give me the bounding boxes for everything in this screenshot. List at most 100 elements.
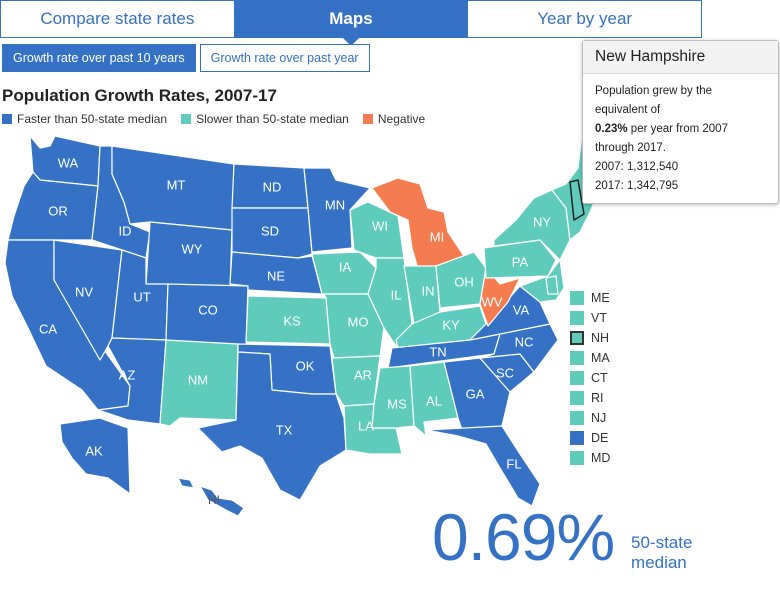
- tooltip-line1: Population grew by the: [595, 85, 712, 97]
- legend-faster: Faster than 50-state median: [2, 112, 167, 126]
- state-label-wa: WA: [58, 155, 79, 170]
- tooltip-rate-suffix: per year from 2007: [627, 123, 728, 135]
- state-label-nc: NC: [515, 334, 534, 349]
- state-label-va: VA: [513, 302, 530, 317]
- small-state-label: VT: [591, 311, 607, 325]
- state-label-ut: UT: [133, 289, 150, 304]
- state-label-ga: GA: [466, 386, 485, 401]
- median-label-line2: median: [631, 553, 687, 572]
- median-label: 50-state median: [631, 533, 692, 573]
- growth-past-year-button[interactable]: Growth rate over past year: [199, 44, 370, 72]
- state-label-wi: WI: [372, 218, 388, 233]
- small-state-label: CT: [591, 371, 608, 385]
- state-fl[interactable]: [425, 425, 541, 507]
- tooltip-line2: equivalent of: [595, 104, 661, 116]
- small-state-swatch: [570, 411, 584, 425]
- tooltip-rate-line: 0.23% per year from 2007: [595, 120, 766, 139]
- legend-negative-label: Negative: [377, 112, 426, 126]
- state-label-or: OR: [48, 203, 68, 218]
- legend-negative: Negative: [362, 112, 426, 126]
- small-state-label: ME: [591, 291, 610, 305]
- state-label-in: IN: [422, 283, 435, 298]
- legend-slower: Slower than 50-state median: [181, 112, 349, 126]
- state-hi[interactable]: [177, 477, 245, 517]
- us-map-svg: WA OR CA NV ID MT WY UT AZ CO NM ND SD NE KS OK TX MN IA MO…: [4, 135, 600, 517]
- state-label-ne: NE: [267, 268, 285, 283]
- small-state-swatch: [570, 351, 584, 365]
- small-state-label: DE: [591, 431, 609, 445]
- state-label-id: ID: [119, 223, 132, 238]
- tooltip-pop-2017: 2017: 1,342,795: [595, 180, 679, 192]
- period-toggle: Growth rate over past 10 years Growth ra…: [2, 44, 370, 72]
- state-label-co: CO: [198, 302, 218, 317]
- state-label-mo: MO: [348, 314, 369, 329]
- small-state-label: MA: [591, 351, 610, 365]
- tab-maps[interactable]: Maps: [233, 1, 468, 46]
- small-state-swatch: [570, 311, 584, 325]
- state-nh-outline[interactable]: [569, 179, 585, 221]
- state-ne[interactable]: [229, 251, 323, 295]
- small-state-vt[interactable]: VT: [570, 311, 610, 325]
- state-label-ia: IA: [339, 259, 352, 274]
- small-state-swatch: [570, 431, 584, 445]
- median-value: 0.69%: [432, 500, 615, 574]
- state-tooltip: New Hampshire Population grew by the equ…: [582, 40, 779, 204]
- tab-year-by-year[interactable]: Year by year: [467, 1, 702, 37]
- state-label-mt: MT: [167, 177, 186, 192]
- state-label-al: AL: [426, 393, 442, 408]
- state-label-tn: TN: [429, 344, 446, 359]
- state-label-oh: OH: [454, 274, 474, 289]
- state-label-wv: WV: [482, 294, 503, 309]
- legend-faster-label: Faster than 50-state median: [17, 112, 168, 126]
- tooltip-line4: through 2017.: [595, 142, 666, 154]
- legend-slower-swatch: [181, 114, 192, 124]
- median-label-line1: 50-state: [631, 533, 693, 552]
- state-de[interactable]: [545, 275, 559, 295]
- state-label-ks: KS: [283, 313, 301, 328]
- view-tabs: Compare state rates Maps Year by year: [0, 0, 702, 46]
- state-label-nv: NV: [75, 284, 93, 299]
- state-label-mn: MN: [325, 197, 345, 212]
- state-label-mi: MI: [430, 229, 444, 244]
- small-state-swatch: [570, 391, 584, 405]
- tooltip-state-name: New Hampshire: [583, 41, 778, 74]
- state-label-sd: SD: [261, 223, 279, 238]
- small-state-de[interactable]: DE: [570, 431, 610, 445]
- map-legend: Faster than 50-state median Slower than …: [2, 112, 425, 126]
- state-ak[interactable]: [59, 417, 131, 495]
- map-labels: WA OR CA NV ID MT WY UT AZ CO NM ND SD NE KS OK TX MN IA MO…: [39, 155, 551, 507]
- small-state-ma[interactable]: MA: [570, 351, 610, 365]
- small-state-ri[interactable]: RI: [570, 391, 610, 405]
- state-label-pa: PA: [512, 254, 529, 269]
- small-state-label: NH: [591, 331, 610, 345]
- legend-negative-swatch: [362, 114, 373, 124]
- small-state-swatch: [570, 331, 584, 345]
- state-label-nd: ND: [263, 179, 282, 194]
- small-state-ct[interactable]: CT: [570, 371, 610, 385]
- small-state-swatch: [570, 291, 584, 305]
- small-state-swatch: [570, 451, 584, 465]
- small-state-nh[interactable]: NH: [570, 331, 610, 345]
- small-state-nj[interactable]: NJ: [570, 411, 610, 425]
- small-states-key: ME VT NH MA CT RI NJ DE MD: [570, 291, 610, 465]
- map-title: Population Growth Rates, 2007-17: [2, 86, 277, 105]
- small-state-label: MD: [591, 451, 611, 465]
- tooltip-rate: 0.23%: [595, 123, 628, 135]
- state-label-la: LA: [358, 418, 374, 433]
- small-state-md[interactable]: MD: [570, 451, 610, 465]
- tab-compare-state-rates[interactable]: Compare state rates: [1, 1, 234, 37]
- state-label-wy: WY: [182, 241, 203, 256]
- state-tx[interactable]: [197, 351, 347, 501]
- state-label-tx: TX: [276, 422, 293, 437]
- state-label-ca: CA: [39, 321, 57, 336]
- state-label-ak: AK: [85, 443, 103, 458]
- legend-faster-swatch: [2, 114, 12, 124]
- state-label-ny: NY: [533, 214, 551, 229]
- growth-10-years-button[interactable]: Growth rate over past 10 years: [2, 44, 196, 72]
- small-state-label: RI: [591, 391, 604, 405]
- legend-slower-label: Slower than 50-state median: [196, 112, 349, 126]
- state-label-az: AZ: [119, 367, 136, 382]
- state-label-ky: KY: [442, 317, 460, 332]
- small-state-me[interactable]: ME: [570, 291, 610, 305]
- state-sd[interactable]: [231, 207, 313, 259]
